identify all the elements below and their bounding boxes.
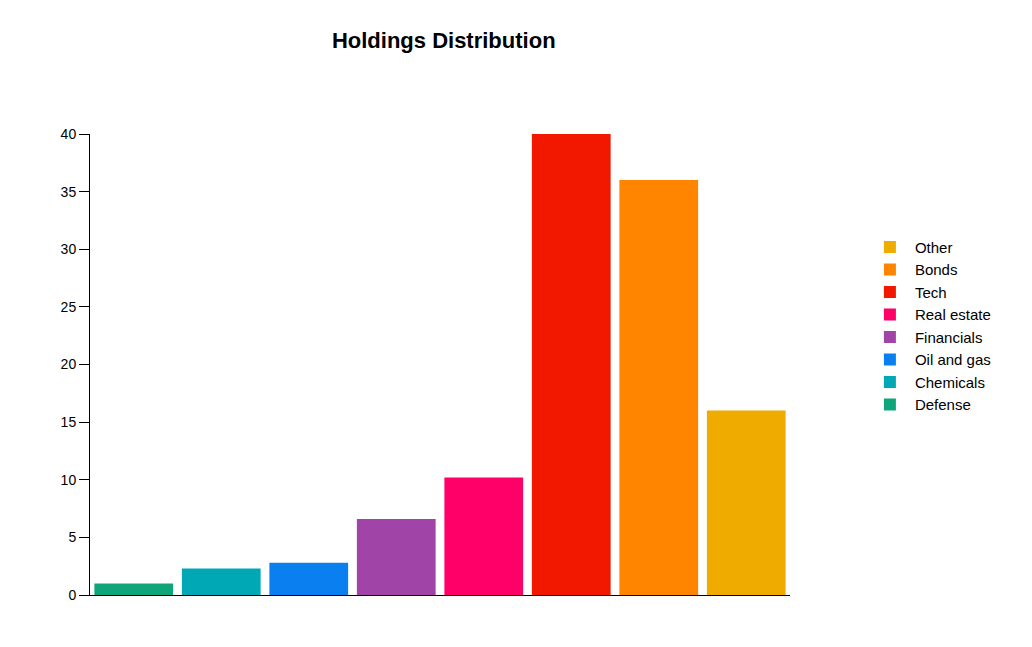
svg-text:Oil and gas: Oil and gas: [915, 351, 991, 368]
svg-text:5: 5: [68, 529, 76, 545]
svg-text:Defense: Defense: [915, 396, 971, 413]
svg-text:40: 40: [61, 126, 77, 142]
svg-text:Real estate: Real estate: [915, 306, 991, 323]
svg-text:30: 30: [61, 241, 77, 257]
svg-text:25: 25: [61, 299, 77, 315]
svg-text:0: 0: [68, 587, 76, 603]
svg-text:Tech: Tech: [915, 284, 947, 301]
svg-text:35: 35: [61, 184, 77, 200]
svg-text:10: 10: [61, 472, 77, 488]
svg-text:20: 20: [61, 356, 77, 372]
svg-text:Bonds: Bonds: [915, 261, 958, 278]
svg-text:Financials: Financials: [915, 329, 983, 346]
svg-text:15: 15: [61, 414, 77, 430]
svg-text:Other: Other: [915, 239, 953, 256]
svg-text:Chemicals: Chemicals: [915, 374, 985, 391]
svg-text:Holdings Distribution: Holdings Distribution: [332, 28, 556, 53]
